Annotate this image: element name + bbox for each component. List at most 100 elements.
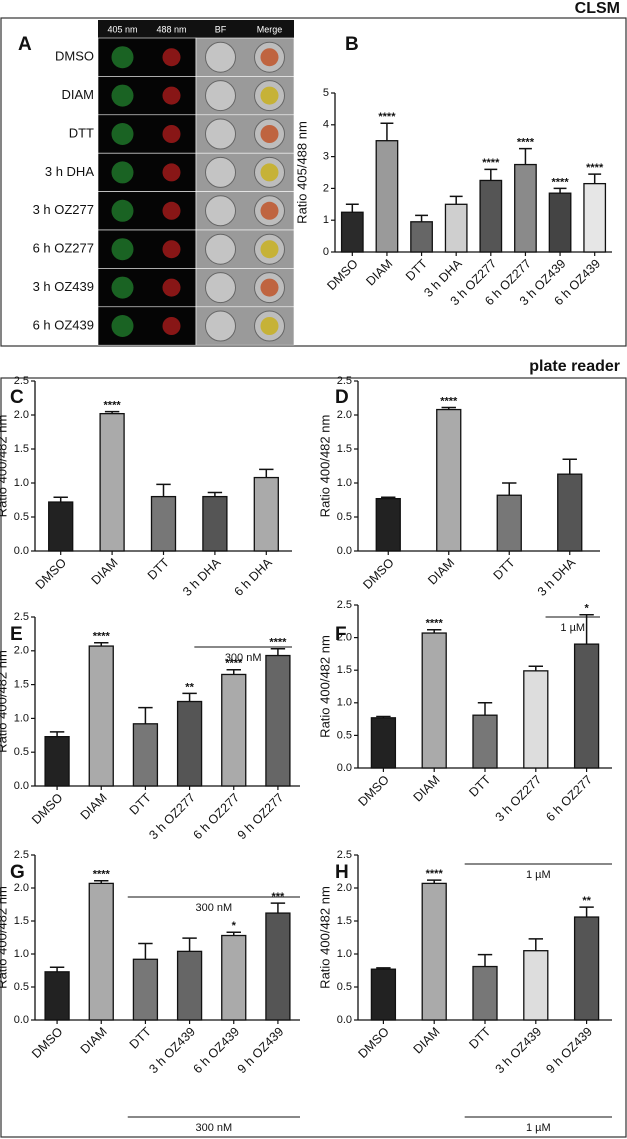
significance: ****: [104, 400, 122, 412]
bar: [514, 163, 537, 253]
y-tick-label: 2.5: [337, 849, 352, 861]
y-tick-label: 0.5: [337, 981, 352, 993]
x-tick-label: DMSO: [33, 555, 70, 592]
cell-405: [111, 46, 134, 69]
cell-bf: [205, 233, 236, 265]
cell-488: [162, 86, 181, 105]
x-tick-label: DTT: [403, 256, 430, 283]
x-tick-label: DIAM: [89, 556, 121, 588]
panel-label: B: [345, 34, 359, 55]
y-tick-label: 1.0: [14, 477, 29, 489]
y-tick-label: 2.5: [14, 849, 29, 861]
cell-merge-signal: [260, 163, 279, 182]
y-tick-label: 1.5: [337, 443, 352, 455]
cell-488: [162, 163, 181, 182]
y-tick-label: 0.0: [14, 780, 29, 792]
image-row-label: DTT: [69, 125, 94, 140]
x-tick-label: DTT: [491, 555, 518, 582]
error-bar: [207, 491, 223, 497]
bar: [176, 950, 203, 1021]
image-row-label: 6 h OZ439: [33, 317, 94, 332]
bar: [583, 182, 607, 253]
y-tick-label: 1: [323, 214, 329, 226]
y-axis-title: Ratio 400/482 nm: [317, 635, 332, 738]
cell-488: [162, 201, 181, 220]
cell-merge-signal: [260, 278, 279, 297]
y-tick-label: 4: [323, 119, 329, 131]
error-bar: [94, 641, 109, 647]
bar: [150, 495, 177, 552]
bar: [479, 179, 503, 253]
image-row-label: 3 h OZ439: [33, 279, 94, 294]
y-axis-title: Ratio 400/482 nm: [0, 650, 9, 753]
error-bar: [376, 967, 391, 970]
y-tick-label: 2: [323, 182, 329, 194]
y-tick-label: 0.0: [337, 762, 352, 774]
error-bar: [562, 458, 577, 475]
cell-488: [162, 278, 181, 297]
bar: [375, 140, 399, 253]
error-bar: [270, 902, 286, 914]
bar: [436, 408, 462, 552]
y-tick-label: 0.5: [14, 746, 29, 758]
error-bar: [518, 147, 532, 165]
bar: [48, 501, 74, 552]
error-bar: [94, 879, 109, 884]
error-bar: [449, 195, 463, 205]
cell-405: [111, 238, 134, 261]
bar: [496, 494, 522, 552]
y-tick-label: 2.5: [14, 611, 29, 623]
cell-bf: [205, 310, 236, 342]
error-bar: [270, 648, 286, 656]
y-tick-label: 2.0: [337, 409, 352, 421]
error-bar: [579, 614, 594, 645]
x-tick-label: 9 h OZ277: [235, 791, 287, 843]
cell-merge-signal: [260, 86, 279, 105]
bar: [557, 473, 583, 552]
y-tick-label: 1.5: [14, 679, 29, 691]
x-tick-label: DIAM: [78, 1025, 110, 1057]
image-row-label: DIAM: [62, 87, 95, 102]
x-tick-label: 3 h DHA: [180, 555, 224, 599]
y-tick-label: 2.0: [14, 645, 29, 657]
cell-405: [111, 84, 134, 107]
x-tick-label: DMSO: [324, 256, 361, 293]
x-tick-label: 6 h OZ277: [191, 791, 243, 843]
error-bar: [182, 937, 197, 952]
bar: [202, 495, 228, 552]
bar: [370, 717, 397, 769]
image-column-header: Merge: [257, 24, 283, 34]
error-bar: [53, 496, 68, 503]
image-row-label: 3 h OZ277: [33, 202, 94, 217]
bar: [410, 221, 433, 253]
cell-bf: [205, 272, 236, 304]
cell-488: [162, 125, 181, 143]
significance: ****: [269, 637, 287, 649]
significance: ****: [225, 658, 243, 670]
bracket-label: 300 nM: [196, 902, 233, 914]
bracket-label: 300 nM: [196, 1122, 233, 1134]
y-tick-label: 1.0: [14, 948, 29, 960]
x-tick-label: DMSO: [29, 790, 66, 827]
x-tick-label: DIAM: [425, 556, 457, 588]
x-tick-label: 6 h OZ439: [191, 1025, 243, 1077]
cell-405: [111, 161, 134, 184]
x-tick-label: 9 h OZ439: [235, 1025, 287, 1077]
y-tick-label: 2.0: [14, 882, 29, 894]
error-bar: [380, 122, 394, 141]
bar: [472, 714, 498, 769]
y-axis-title: Ratio 400/482 nm: [0, 415, 9, 518]
bar: [340, 211, 364, 253]
y-tick-label: 0.5: [337, 729, 352, 741]
bar: [88, 645, 114, 787]
y-tick-label: 0.5: [14, 511, 29, 523]
cell-merge-signal: [260, 48, 279, 67]
significance: ****: [440, 395, 458, 407]
bar: [99, 412, 125, 552]
error-bar: [49, 731, 65, 737]
y-tick-label: 0.5: [337, 511, 352, 523]
x-tick-label: DTT: [145, 555, 172, 582]
y-tick-label: 1.5: [337, 664, 352, 676]
y-tick-label: 2.5: [337, 599, 352, 611]
